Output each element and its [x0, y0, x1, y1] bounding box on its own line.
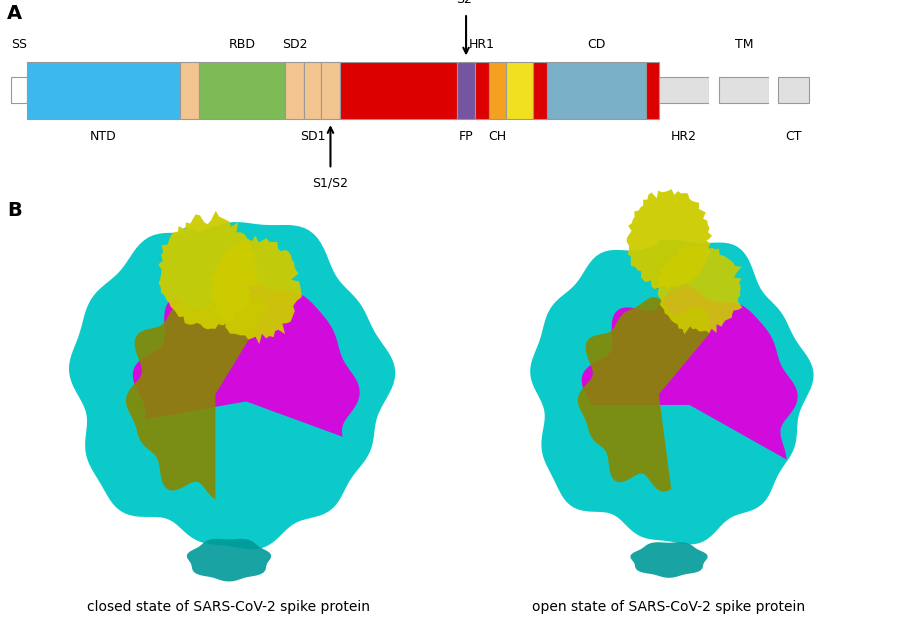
Polygon shape: [630, 542, 708, 578]
Bar: [321, 62, 340, 119]
Bar: [659, 77, 709, 103]
Text: A: A: [7, 4, 22, 23]
Text: CD: CD: [587, 38, 605, 51]
Text: SD1: SD1: [300, 130, 325, 143]
Text: B: B: [7, 201, 22, 220]
Polygon shape: [126, 288, 269, 500]
Polygon shape: [133, 272, 360, 437]
Bar: [340, 62, 457, 119]
Polygon shape: [69, 222, 395, 549]
Bar: [719, 77, 769, 103]
Bar: [457, 62, 475, 119]
Bar: [304, 62, 321, 119]
Bar: [506, 62, 533, 119]
Polygon shape: [187, 539, 271, 581]
Text: CH: CH: [489, 130, 506, 143]
Polygon shape: [159, 227, 231, 310]
Bar: [475, 62, 489, 119]
Text: HR1: HR1: [469, 38, 495, 51]
Text: SD2: SD2: [282, 38, 307, 51]
Bar: [778, 77, 809, 103]
Text: HR2: HR2: [671, 130, 697, 143]
Text: S1/S2: S1/S2: [313, 177, 348, 190]
Bar: [533, 62, 547, 119]
Bar: [646, 62, 659, 119]
Text: open state of SARS-CoV-2 spike protein: open state of SARS-CoV-2 spike protein: [533, 600, 806, 614]
Polygon shape: [530, 241, 814, 544]
Polygon shape: [577, 297, 710, 492]
Text: S2': S2': [456, 0, 476, 6]
Text: NTD: NTD: [90, 130, 117, 143]
Polygon shape: [656, 245, 743, 334]
Text: closed state of SARS-CoV-2 spike protein: closed state of SARS-CoV-2 spike protein: [87, 600, 371, 614]
Text: RBD: RBD: [228, 38, 256, 51]
Bar: [180, 62, 199, 119]
Bar: [285, 62, 304, 119]
Bar: [547, 62, 646, 119]
Polygon shape: [656, 240, 682, 289]
Bar: [27, 62, 180, 119]
Polygon shape: [582, 284, 797, 460]
Text: SS: SS: [11, 38, 27, 51]
Polygon shape: [158, 211, 260, 329]
Bar: [199, 62, 285, 119]
Bar: [11, 77, 27, 103]
Bar: [709, 77, 719, 103]
Polygon shape: [627, 189, 712, 289]
Bar: [769, 77, 778, 103]
Text: TM: TM: [735, 38, 753, 51]
Bar: [489, 62, 506, 119]
Polygon shape: [208, 236, 302, 344]
Text: FP: FP: [459, 130, 473, 143]
Text: CT: CT: [785, 130, 802, 143]
